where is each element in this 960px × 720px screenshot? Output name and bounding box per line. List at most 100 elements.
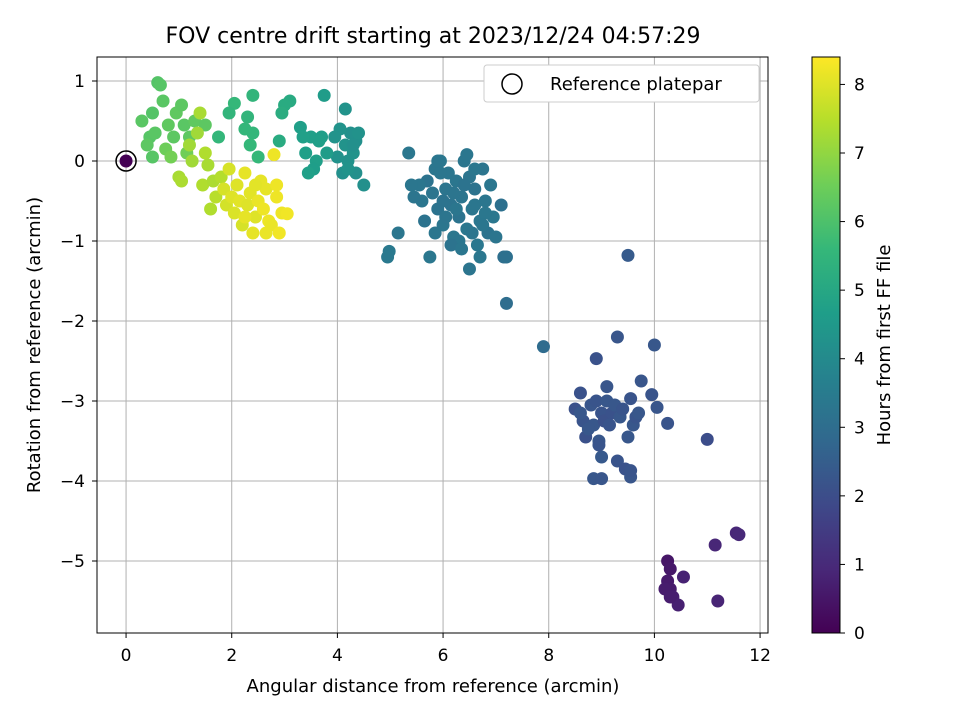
plot-frame [96,56,769,634]
data-point [426,186,439,200]
data-point [589,352,603,366]
data-point [148,126,162,140]
x-tick-label: 10 [644,646,666,666]
data-point [175,98,189,112]
data-point [270,190,284,204]
colorbar-tick-label: 3 [854,418,865,438]
data-point [241,110,255,124]
data-point [209,190,223,204]
data-point [449,202,463,216]
data-point [610,330,624,344]
x-axis-label: Angular distance from reference (arcmin) [247,676,620,697]
colorbar-tick-label: 5 [854,281,865,301]
data-point [201,158,215,172]
data-point [439,210,453,224]
data-point [246,226,260,240]
legend: Reference platepar [483,64,760,103]
data-point [573,386,587,400]
data-point [299,146,313,160]
data-point [177,118,191,132]
data-point [621,430,635,444]
colorbar-tick-label: 4 [854,350,865,370]
data-point [602,418,616,432]
data-point [468,198,482,212]
data-point [145,150,159,164]
data-point [145,106,159,120]
data-point [280,207,294,221]
data-point [328,130,342,144]
data-point [259,226,273,240]
data-point [624,392,638,406]
data-point [198,118,212,132]
data-point [478,206,492,220]
y-tick-label: −5 [60,552,85,572]
data-point [444,238,458,252]
x-tick-label: 6 [438,646,449,666]
data-point [217,182,231,196]
data-point [243,138,257,152]
data-point [246,88,260,102]
data-point [595,450,609,464]
data-point [489,230,503,244]
data-point [663,562,677,576]
data-point [700,432,714,446]
y-tick-label: 0 [74,152,85,172]
data-point [460,148,474,162]
data-point [153,78,167,92]
data-point [382,244,396,258]
data-point [214,170,228,184]
data-point [161,118,175,132]
data-point [455,242,469,256]
data-point [468,162,482,176]
data-point [573,406,587,420]
y-tick-label: −1 [60,232,85,252]
data-point [267,148,281,162]
data-point [222,162,236,176]
data-point [182,138,196,152]
x-tick-label: 8 [543,646,554,666]
data-point [468,182,482,196]
colorbar-label: Hours from first FF file [874,245,895,446]
chart-title: FOV centre drift starting at 2023/12/24 … [166,24,701,49]
data-point [212,130,226,144]
data-point [462,262,476,276]
data-point [190,126,204,140]
data-point [494,198,508,212]
data-point [256,202,270,216]
x-tick-label: 4 [332,646,343,666]
grid-lines [97,57,768,633]
data-point [407,190,421,204]
data-point [196,178,210,192]
data-point [634,374,648,388]
data-point [193,106,207,120]
data-point [676,570,690,584]
data-point [661,416,675,430]
data-point [616,402,630,416]
data-point [431,154,445,168]
data-point [204,202,218,216]
data-point [423,250,437,264]
data-point [198,146,212,160]
data-point [663,590,677,604]
data-point [650,400,664,414]
data-point [478,194,492,208]
data-point [600,380,614,394]
reference-data-point [119,154,133,168]
data-point [436,194,450,208]
data-point [357,178,371,192]
data-point [330,150,344,164]
legend-box [483,64,760,103]
data-point [227,206,241,220]
y-tick-label: −4 [60,472,85,492]
data-point [476,218,490,232]
colorbar-tick-label: 7 [854,144,865,164]
data-point [167,130,181,144]
data-point [457,178,471,192]
y-axis-ticks: 1 0 −1 −2 −3 −4 −5 [60,72,97,572]
data-point [433,166,447,180]
data-point [391,226,405,240]
data-point [164,150,178,164]
y-tick-label: −2 [60,312,85,332]
data-point [581,422,595,436]
